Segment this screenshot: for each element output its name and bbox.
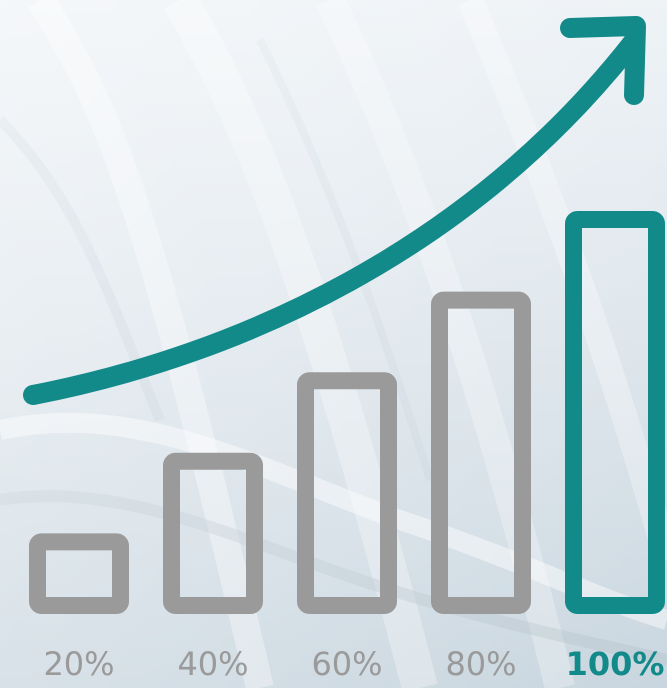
x-tick-label-40pct: 40% [177, 645, 248, 683]
x-tick-label-100pct: 100% [566, 645, 665, 683]
bar-80pct [431, 291, 531, 614]
x-tick-label-60pct: 60% [311, 645, 382, 683]
trend-arrow-line [23, 32, 643, 405]
bars-group [29, 211, 665, 615]
x-tick-label-80pct: 80% [445, 645, 516, 683]
bar-100pct [565, 211, 665, 614]
x-axis-labels: 20% 40% 60% 80% 100% [43, 645, 664, 683]
bar-40pct [163, 452, 263, 614]
x-tick-label-20pct: 20% [43, 645, 114, 683]
trend-arrow-icon [560, 16, 646, 105]
bar-20pct [29, 533, 129, 615]
bar-60pct [297, 372, 397, 615]
